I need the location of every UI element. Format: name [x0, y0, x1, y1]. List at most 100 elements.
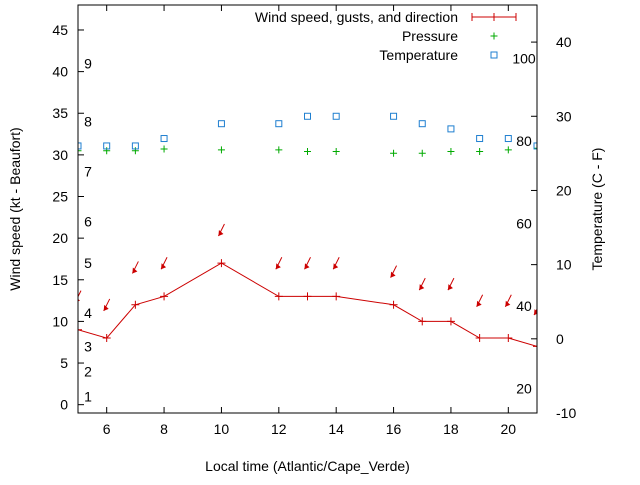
fahrenheit-label: 40 — [516, 298, 532, 314]
temperature-point — [447, 125, 455, 133]
pressure-point — [447, 148, 455, 156]
temperature-point — [160, 135, 168, 143]
beaufort-label: 3 — [84, 338, 92, 354]
x-tick-label: 20 — [501, 421, 517, 437]
pressure-point — [332, 148, 340, 156]
pressure-point — [131, 147, 139, 155]
pressure-point — [160, 145, 168, 153]
beaufort-label: 9 — [84, 55, 92, 71]
pressure-point — [304, 148, 311, 156]
x-tick-label: 10 — [214, 421, 230, 437]
pressure-point — [103, 147, 111, 155]
x-tick-label: 18 — [443, 421, 459, 437]
beaufort-label: 2 — [84, 363, 92, 379]
y-tick-label: 15 — [52, 272, 68, 288]
fahrenheit-label: 20 — [516, 380, 532, 396]
pressure-point — [217, 146, 225, 154]
wind-speed-point — [389, 300, 398, 309]
gust-arrow-head — [505, 300, 511, 307]
legend-marker-temperature — [490, 51, 498, 59]
wind-speed-point — [102, 334, 111, 343]
pressure-point — [476, 148, 484, 156]
temperature-point — [504, 135, 512, 143]
wind-speed-point — [131, 300, 140, 309]
y2-tick-label: 40 — [556, 34, 572, 50]
pressure-point — [78, 147, 82, 155]
beaufort-label: 7 — [84, 164, 92, 180]
legend-marker-pressure — [490, 32, 498, 40]
y-tick-label: 10 — [52, 313, 68, 329]
pressure-point — [418, 149, 426, 157]
wind-speed-point — [475, 334, 484, 343]
beaufort-label: 1 — [84, 388, 92, 404]
temperature-point — [304, 112, 311, 120]
wind-speed-point — [446, 317, 455, 326]
y-axis-title: Wind speed (kt - Beaufort) — [7, 127, 23, 290]
y-tick-label: 25 — [52, 189, 68, 205]
fahrenheit-label: 80 — [516, 133, 532, 149]
gust-arrow-head — [304, 263, 310, 270]
pressure-point — [504, 146, 512, 154]
x-axis-title: Local time (Atlantic/Cape_Verde) — [205, 458, 410, 474]
gust-arrow-head — [476, 300, 482, 307]
wind-speed-point — [303, 292, 312, 301]
x-tick-label: 14 — [328, 421, 344, 437]
gust-arrow-shaft — [78, 290, 82, 298]
pressure-point — [275, 146, 283, 154]
x-tick-label: 12 — [271, 421, 287, 437]
temperature-point — [78, 142, 82, 150]
beaufort-label: 4 — [84, 305, 92, 321]
gust-arrow-head — [275, 263, 281, 270]
y2-axis-title: Temperature (C - F) — [589, 148, 605, 271]
legend-label-temperature: Temperature — [379, 47, 458, 63]
beaufort-label: 5 — [84, 255, 92, 271]
legend-marker-wind — [471, 13, 517, 21]
gust-arrow-head — [132, 267, 138, 274]
gust-arrow-head — [103, 304, 109, 311]
wind-speed-point — [274, 292, 283, 301]
temperature-point — [332, 112, 340, 120]
gust-arrow-head — [534, 309, 537, 316]
wind-speed-point — [217, 259, 226, 268]
temperature-point — [533, 142, 537, 150]
gust-arrow-head — [333, 263, 339, 270]
wind-speed-line — [78, 262, 537, 347]
temperature-point — [390, 112, 398, 120]
y2-tick-label: 10 — [556, 257, 572, 273]
gust-arrow-head — [390, 271, 396, 278]
y-tick-label: 0 — [60, 397, 68, 413]
beaufort-label: 6 — [84, 213, 92, 229]
pressure-point — [390, 149, 398, 157]
y-tick-label: 45 — [52, 22, 68, 38]
legend-label-pressure: Pressure — [402, 28, 458, 44]
temperature-point — [103, 142, 111, 150]
gust-arrow-head — [161, 263, 167, 270]
gust-arrow-head — [419, 284, 425, 291]
y-tick-label: 30 — [52, 147, 68, 163]
y-tick-label: 40 — [52, 64, 68, 80]
plot-frame — [77, 4, 538, 414]
fahrenheit-label: 100 — [512, 51, 536, 67]
legend-label-wind: Wind speed, gusts, and direction — [255, 9, 458, 25]
x-tick-label: 6 — [103, 421, 111, 437]
y-tick-label: 5 — [60, 355, 68, 371]
temperature-point — [418, 120, 426, 128]
temperature-point — [217, 120, 225, 128]
x-tick-label: 8 — [160, 421, 168, 437]
y2-tick-label: 30 — [556, 108, 572, 124]
wind-speed-point — [504, 334, 513, 343]
y-tick-label: 35 — [52, 105, 68, 121]
y2-tick-label: -10 — [556, 405, 576, 421]
fahrenheit-label: 60 — [516, 215, 532, 231]
wind-speed-point — [78, 325, 82, 334]
temperature-point — [275, 120, 283, 128]
y-tick-label: 20 — [52, 230, 68, 246]
temperature-point — [131, 142, 139, 150]
wind-speed-point — [418, 317, 427, 326]
x-tick-label: 16 — [386, 421, 402, 437]
gust-arrow-head — [218, 229, 224, 236]
y2-tick-label: 0 — [556, 331, 564, 347]
gust-arrow-head — [447, 284, 453, 291]
